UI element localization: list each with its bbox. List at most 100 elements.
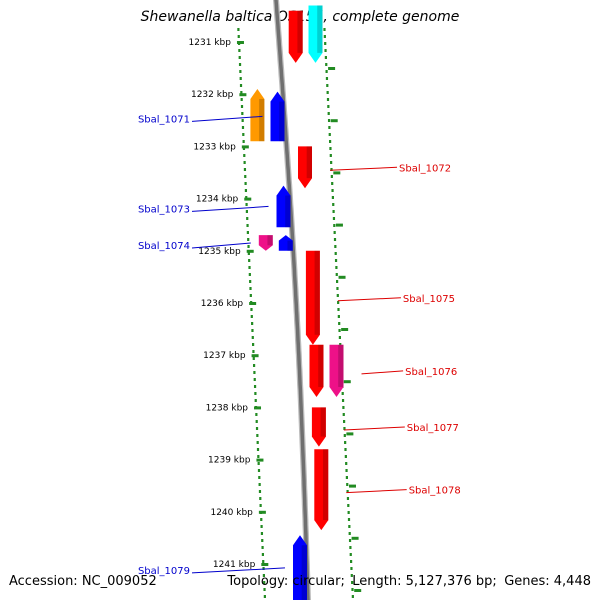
guide-dot-left — [241, 119, 244, 122]
guide-dot-right — [337, 301, 340, 304]
guide-dot-left — [248, 273, 251, 276]
guide-dot-left — [255, 413, 258, 416]
guide-dot-left — [262, 567, 265, 570]
genome-summary: Topology: circular; Length: 5,127,376 bp… — [227, 574, 591, 589]
gene-label: Sbal_1079 — [138, 566, 190, 577]
guide-dot-left — [252, 357, 255, 360]
guide-dot-left — [259, 504, 262, 507]
tick-mark-left — [249, 302, 257, 305]
guide-dot-left — [243, 161, 246, 164]
gene-arrow — [288, 10, 303, 63]
guide-dot-right — [334, 245, 337, 248]
gene-shade — [297, 10, 303, 53]
tick-label: 1239 kbp — [208, 456, 251, 466]
gene-arrow — [329, 344, 344, 397]
guide-dot-right — [328, 133, 331, 136]
gene-label: Sbal_1071 — [138, 114, 190, 125]
guide-dot-left — [250, 308, 253, 311]
tick-mark-left — [244, 197, 252, 201]
guide-dot-left — [263, 581, 266, 584]
gene-shade — [287, 240, 293, 251]
guide-dot-right — [351, 588, 354, 591]
guide-dot-right — [332, 203, 335, 206]
guide-dot-right — [346, 483, 349, 486]
tick-mark-right — [335, 223, 343, 227]
guide-dot-left — [243, 154, 246, 157]
gene-arrow — [270, 91, 285, 142]
guide-dot-right — [342, 406, 345, 409]
tick-mark-left — [251, 354, 259, 358]
guide-dot-right — [326, 98, 330, 101]
guide-dot-left — [242, 147, 246, 150]
tick-mark-right — [343, 380, 351, 384]
topology-text: Topology: circular; — [227, 574, 345, 589]
guide-dot-right — [350, 560, 353, 563]
gene-arrow — [311, 407, 326, 447]
guide-dot-left — [252, 350, 255, 353]
guide-dot-left — [243, 168, 247, 171]
guide-dot-left — [238, 49, 241, 52]
label-leader — [191, 205, 269, 212]
guide-dot-right — [346, 490, 349, 493]
guide-dot-left — [251, 329, 254, 332]
guide-dot-left — [239, 84, 243, 87]
gene-shade — [306, 146, 312, 179]
gene-label: Sbal_1078 — [409, 486, 461, 497]
guide-dot-left — [238, 56, 241, 59]
gene-shade — [285, 195, 291, 228]
guide-dot-left — [258, 490, 262, 493]
guide-dot-left — [247, 238, 250, 241]
guide-dot-left — [253, 378, 256, 381]
tick-label: 1232 kbp — [191, 90, 234, 100]
tick-mark-left — [241, 145, 249, 149]
guide-dot-left — [262, 560, 265, 563]
gene-arrow — [258, 235, 273, 251]
guide-dot-right — [348, 532, 351, 535]
guide-dot-right — [333, 224, 336, 227]
guide-dot-right — [341, 392, 344, 395]
gene-arrow — [278, 235, 293, 251]
guide-dot-left — [242, 133, 245, 136]
guide-dot-right — [347, 504, 350, 507]
guide-dot-left — [257, 462, 260, 465]
tick-label: 1241 kbp — [213, 560, 256, 570]
guide-dot-left — [246, 231, 249, 234]
guide-dot-right — [344, 448, 347, 451]
gene-arrow — [250, 89, 265, 142]
guide-dot-right — [345, 469, 348, 472]
gene-arrow — [309, 344, 324, 397]
guide-dot-right — [330, 168, 333, 171]
guide-dot-right — [342, 413, 345, 416]
tick-label: 1237 kbp — [203, 351, 246, 361]
guide-dot-left — [244, 182, 247, 185]
tick-mark-left — [246, 249, 254, 253]
tick-label: 1236 kbp — [201, 299, 244, 309]
guide-dot-left — [258, 476, 261, 479]
guide-dot-left — [244, 175, 247, 178]
guide-dot-right — [327, 119, 331, 122]
gene-shade — [338, 344, 344, 387]
guide-dot-right — [337, 315, 340, 318]
tick-mark-right — [348, 484, 356, 488]
gene-shade — [279, 101, 285, 142]
accession-text: Accession: NC_009052 — [9, 574, 157, 589]
guide-dot-right — [347, 511, 350, 514]
guide-dot-left — [246, 224, 249, 227]
gene-shade — [320, 407, 326, 437]
label-leader — [346, 489, 407, 494]
guide-dot-right — [325, 70, 328, 73]
gene-label: Sbal_1074 — [138, 241, 190, 252]
guide-dot-right — [323, 35, 326, 38]
genome-backbone — [274, 0, 310, 600]
gene-arrow — [305, 250, 320, 345]
guide-dot-left — [249, 287, 252, 290]
guide-dot-left — [262, 574, 265, 577]
tick-mark-left — [239, 93, 247, 97]
tick-label: 1235 kbp — [198, 247, 241, 257]
gene-label: Sbal_1073 — [138, 204, 190, 215]
tick-mark-right — [346, 432, 354, 436]
guide-dot-right — [331, 189, 334, 192]
guide-dot-right — [346, 497, 350, 500]
guide-dot-right — [341, 399, 345, 402]
guide-dot-left — [251, 322, 254, 325]
